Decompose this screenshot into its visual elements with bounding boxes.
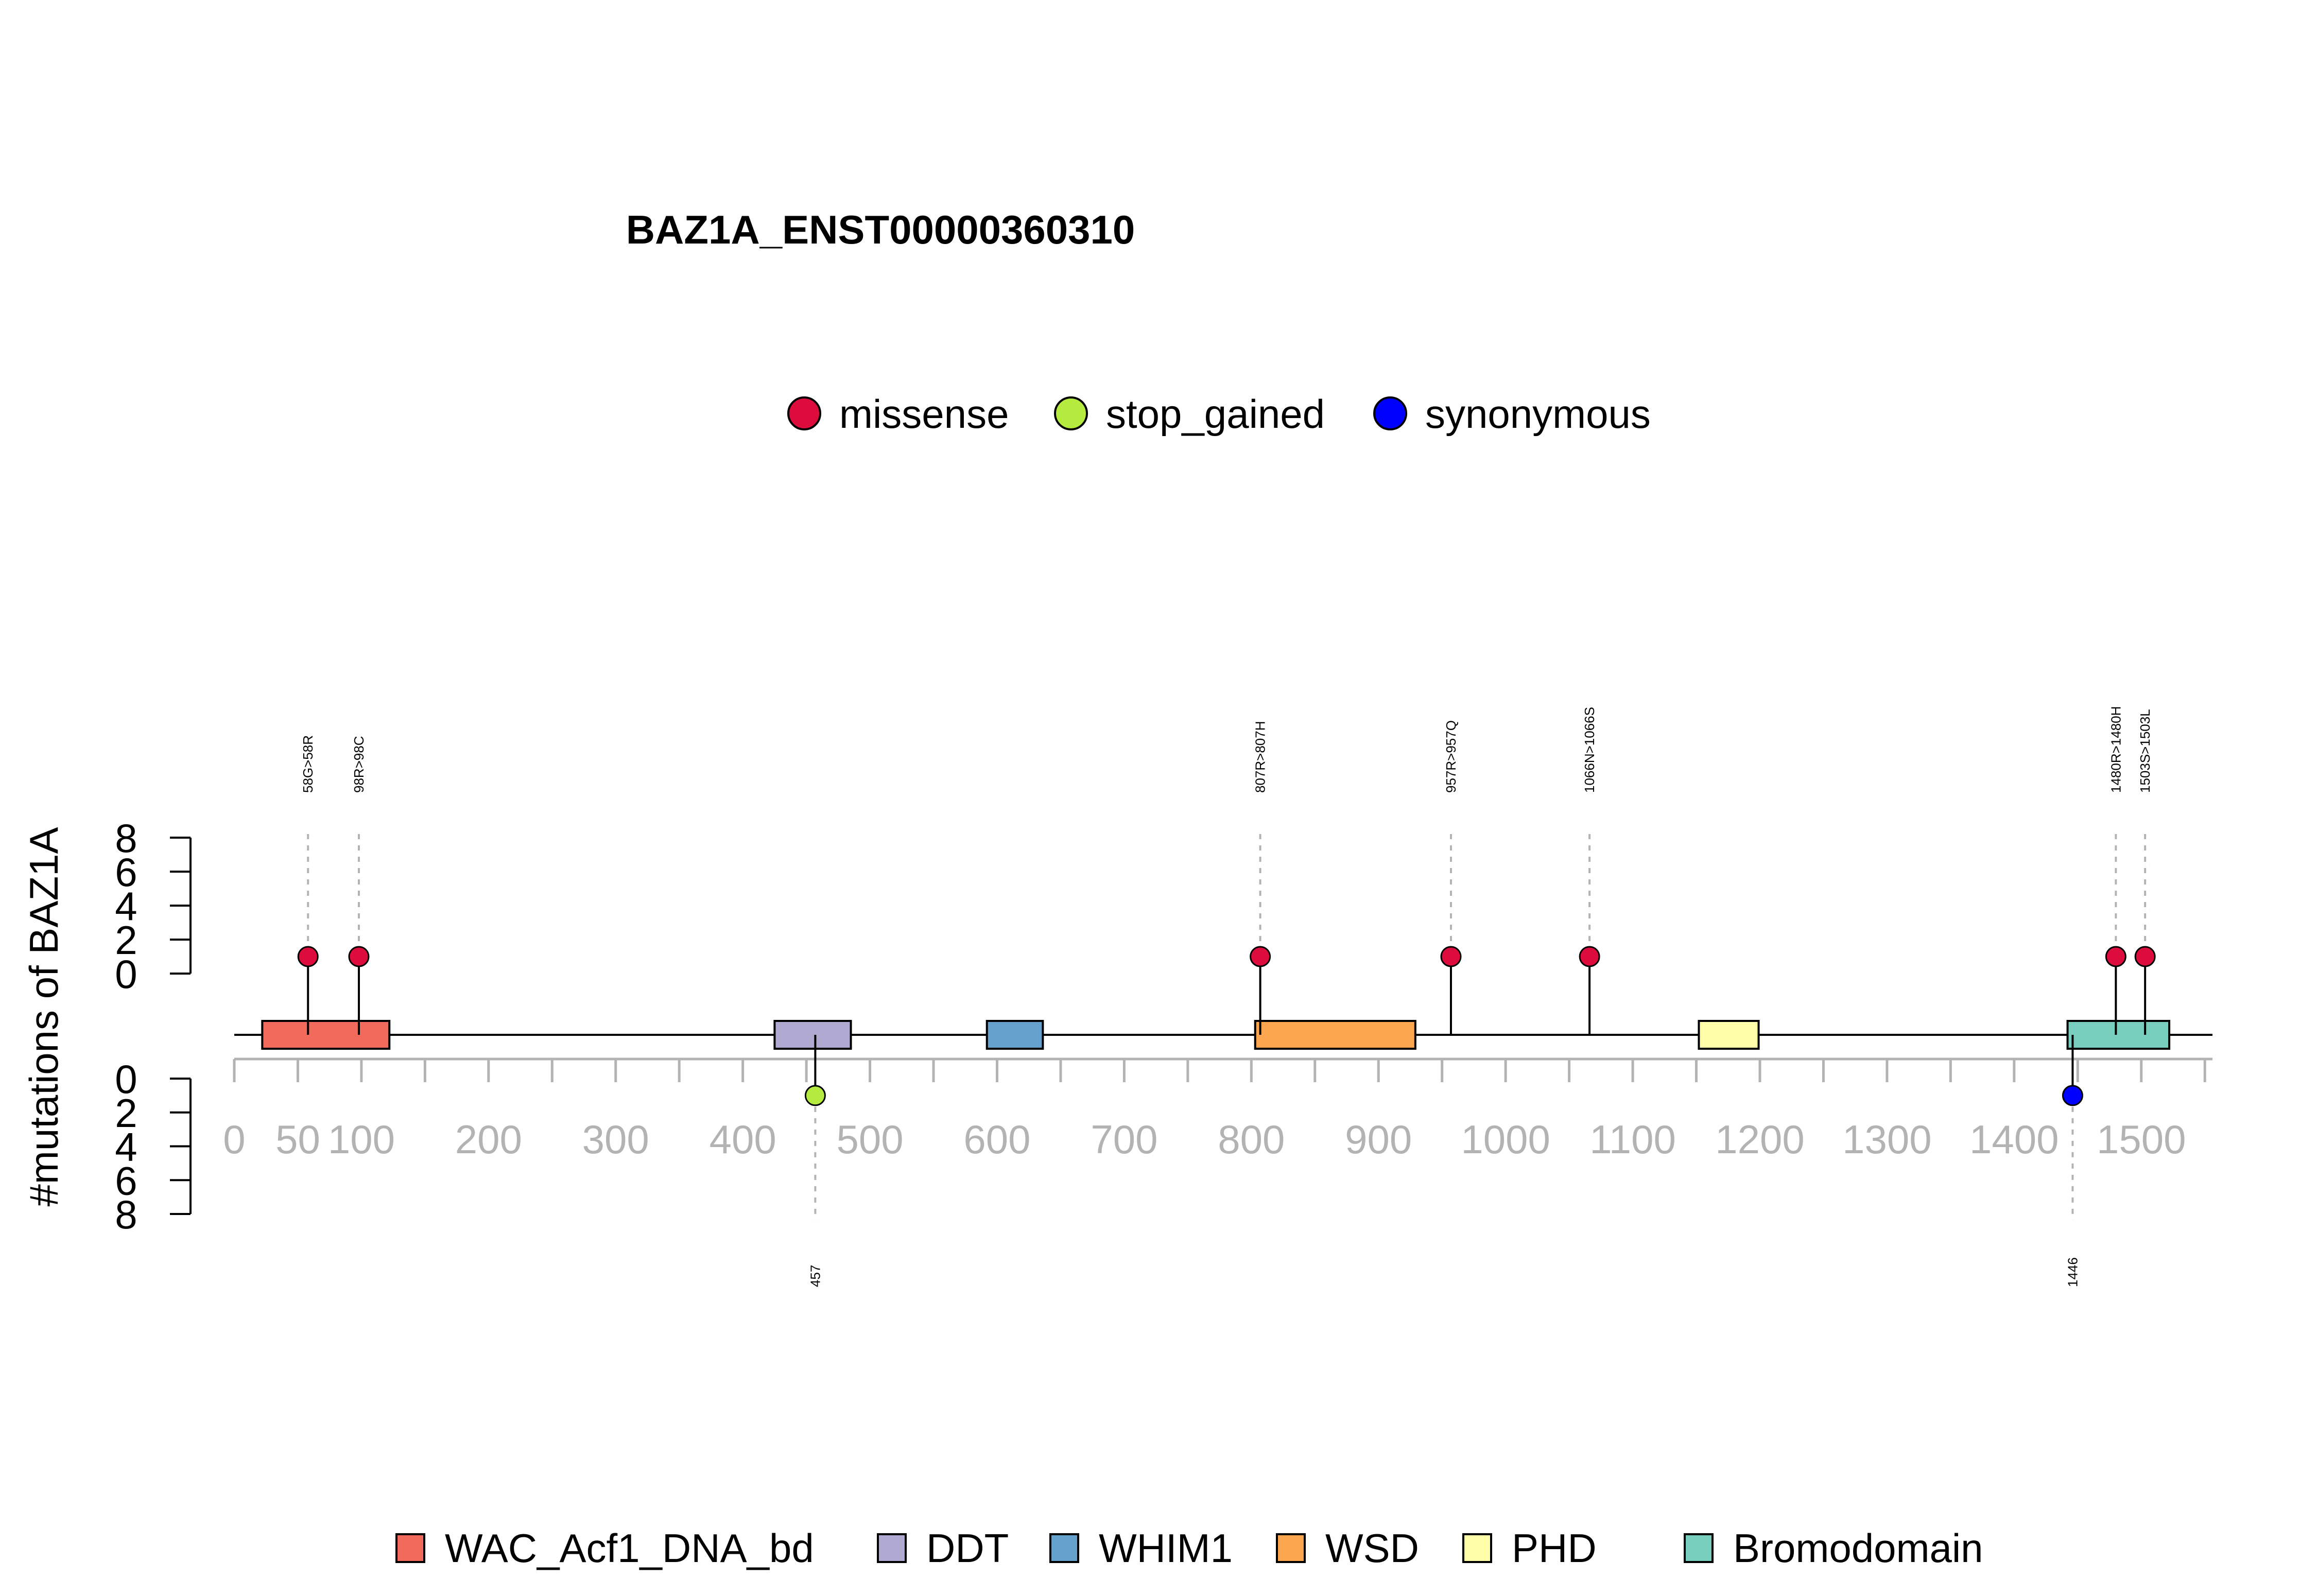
domain-box-WAC_Acf1_DNA_bd [261, 1020, 391, 1050]
legend-label: WAC_Acf1_DNA_bd [445, 1525, 814, 1571]
domain-box-WHIM1 [985, 1020, 1044, 1050]
legend-swatch-PHD [1462, 1533, 1492, 1563]
y-axis-label: #mutations of BAZ1A [21, 827, 66, 1206]
x-axis-tick-label: 100 [328, 1117, 395, 1162]
domain-box-Bromodomain [2066, 1020, 2171, 1050]
mutation-type-legend: missense stop_gained synonymous [787, 391, 1651, 437]
mutation-label: 457 [807, 1265, 823, 1287]
chart-title: BAZ1A_ENST00000360310 [626, 207, 1135, 252]
x-axis-tick-label: 700 [1091, 1117, 1157, 1162]
y-axis-top-tick-label: 4 [115, 883, 137, 929]
x-axis-tick-label: 300 [582, 1117, 649, 1162]
domain-legend: WAC_Acf1_DNA_bd DDT WHIM1 WSD PHD Bromodomain [395, 1525, 1983, 1571]
y-axis-bottom-tick-label: 4 [115, 1124, 137, 1170]
x-axis-tick-label: 1000 [1461, 1117, 1550, 1162]
mutation-label: 957R>957Q [1443, 720, 1459, 793]
legend-label: synonymous [1425, 391, 1651, 437]
mutation-label: 807R>807H [1253, 721, 1268, 793]
mutation-point [2134, 946, 2156, 967]
y-axis-top-tick-label: 0 [115, 951, 137, 997]
x-axis-tick-label: 500 [837, 1117, 904, 1162]
x-axis-tick-label: 900 [1345, 1117, 1412, 1162]
mutation-point [297, 946, 319, 967]
mutation-point [804, 1085, 826, 1106]
legend-marker-missense [787, 396, 821, 430]
y-axis-bottom-tick-label: 2 [115, 1090, 137, 1136]
y-axis-bottom-tick-label: 0 [115, 1056, 137, 1102]
mutation-label: 1480R>1480H [2108, 706, 2123, 793]
legend-swatch-DDT [877, 1533, 907, 1563]
x-axis-tick-label: 50 [275, 1117, 320, 1162]
domain-box-DDT [773, 1020, 852, 1050]
y-axis-top-tick-label: 8 [115, 816, 137, 861]
x-axis-tick-label: 400 [710, 1117, 776, 1162]
mutation-label: 1066N>1066S [1582, 707, 1597, 793]
legend-swatch-WSD [1276, 1533, 1306, 1563]
mutation-label: 1503S>1503L [2137, 709, 2153, 793]
y-axis-top-tick-label: 2 [115, 917, 137, 963]
y-axis-bottom-tick-label: 8 [115, 1192, 137, 1237]
mutation-point [1579, 946, 1600, 967]
y-axis-bottom-tick-label: 6 [115, 1158, 137, 1203]
legend-label: PHD [1512, 1525, 1597, 1571]
legend-label: WHIM1 [1099, 1525, 1233, 1571]
legend-swatch-Bromodomain [1684, 1533, 1714, 1563]
x-axis-tick-label: 1200 [1715, 1117, 1805, 1162]
mutation-point [2105, 946, 2126, 967]
x-axis-tick-label: 1300 [1842, 1117, 1932, 1162]
legend-label: DDT [926, 1525, 1009, 1571]
x-axis-tick-label: 600 [963, 1117, 1030, 1162]
y-axis-top-tick-label: 6 [115, 849, 137, 895]
legend-label: missense [839, 391, 1009, 437]
x-axis-tick-label: 1100 [1589, 1117, 1676, 1162]
x-axis-tick-label: 1500 [2097, 1117, 2186, 1162]
legend-label: WSD [1325, 1525, 1419, 1571]
domain-box-WSD [1254, 1020, 1416, 1050]
x-axis-tick-label: 0 [223, 1117, 245, 1162]
legend-swatch-WAC_Acf1_DNA_bd [395, 1533, 425, 1563]
legend-label: Bromodomain [1733, 1525, 1983, 1571]
legend-swatch-WHIM1 [1049, 1533, 1079, 1563]
x-axis-tick-label: 1400 [1969, 1117, 2059, 1162]
mutation-label: 1446 [2065, 1257, 2080, 1287]
legend-marker-synonymous [1373, 396, 1407, 430]
x-axis-tick-label: 800 [1218, 1117, 1285, 1162]
mutation-label: 98R>98C [351, 736, 367, 793]
x-axis-tick-label: 200 [455, 1117, 522, 1162]
plot-area: 0 50 100 200 300 400 500 600 700 800 900 1000 1100 12… [115, 706, 2212, 1287]
mutation-label: 58G>58R [300, 735, 316, 793]
mutation-point [348, 946, 370, 967]
domain-box-PHD [1698, 1020, 1760, 1050]
mutation-point [2062, 1085, 2083, 1106]
mutation-point [1440, 946, 1462, 967]
legend-label: stop_gained [1106, 391, 1325, 437]
legend-marker-stop_gained [1054, 396, 1088, 430]
mutation-point [1250, 946, 1271, 967]
